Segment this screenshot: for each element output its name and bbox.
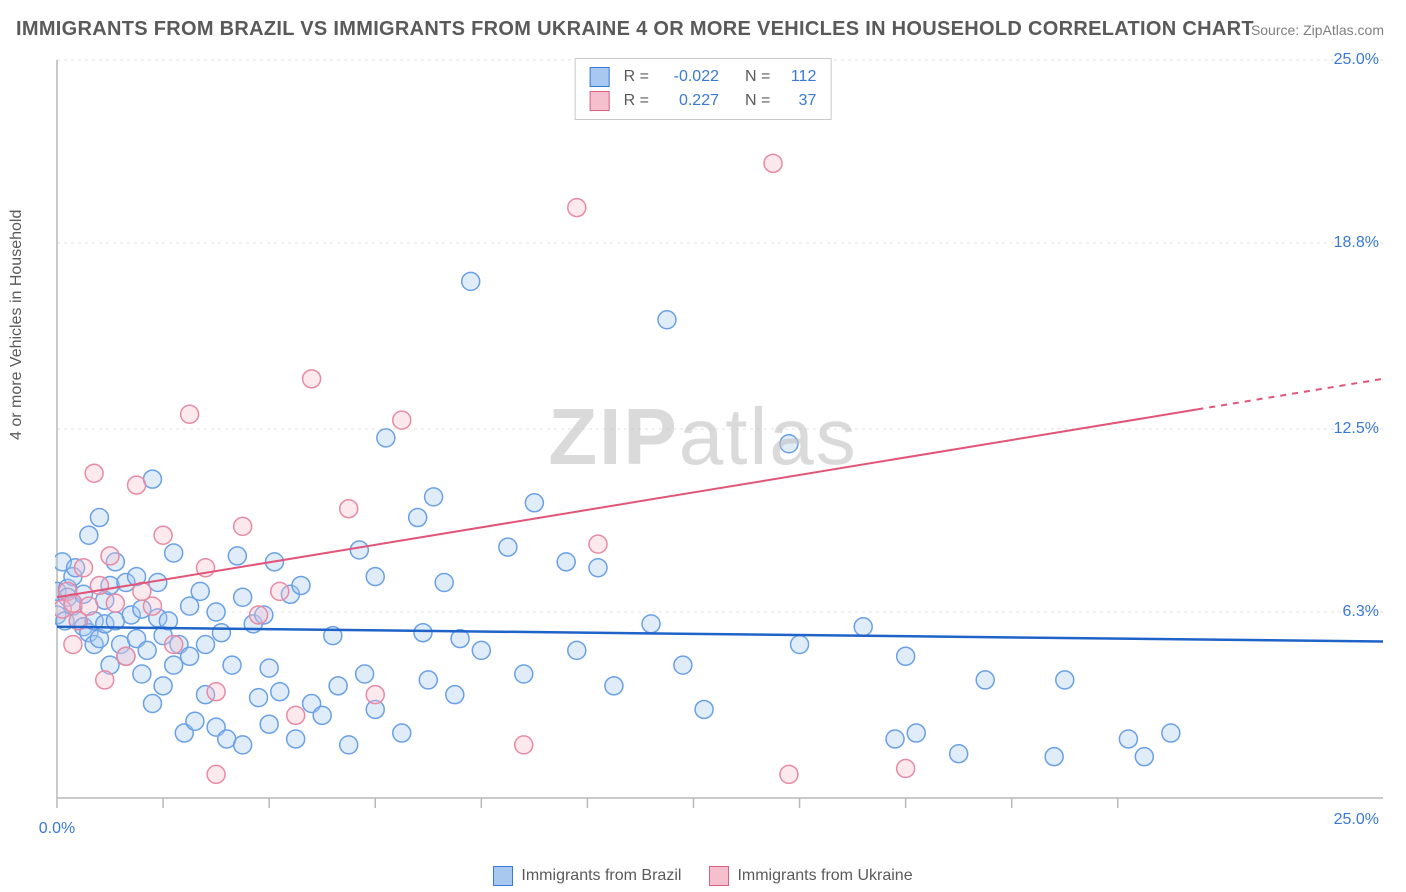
axis-tick-label: 25.0% xyxy=(1334,51,1379,69)
legend-r-label: R = xyxy=(624,89,649,113)
correlation-legend: R =-0.022 N =112 R =0.227 N =37 xyxy=(575,58,832,120)
legend-n-value: 112 xyxy=(776,65,816,89)
legend-series-label: Immigrants from Brazil xyxy=(521,867,681,884)
legend-series-label: Immigrants from Ukraine xyxy=(737,867,912,884)
legend-swatch xyxy=(709,866,729,886)
legend-series-item: Immigrants from Brazil xyxy=(493,866,681,886)
chart-title: IMMIGRANTS FROM BRAZIL VS IMMIGRANTS FRO… xyxy=(16,18,1254,41)
legend-r-value: -0.022 xyxy=(655,65,719,89)
scatter-plot xyxy=(55,58,1385,828)
legend-series-item: Immigrants from Ukraine xyxy=(709,866,912,886)
y-axis-label: 4 or more Vehicles in Household xyxy=(8,210,26,440)
source-attribution: Source: ZipAtlas.com xyxy=(1251,22,1384,38)
legend-n-value: 37 xyxy=(776,89,816,113)
axis-tick-label: 6.3% xyxy=(1343,603,1379,621)
legend-correlation-row: R =-0.022 N =112 xyxy=(590,65,817,89)
legend-r-value: 0.227 xyxy=(655,89,719,113)
legend-n-label: N = xyxy=(745,89,770,113)
legend-correlation-row: R =0.227 N =37 xyxy=(590,89,817,113)
legend-r-label: R = xyxy=(624,65,649,89)
legend-swatch xyxy=(590,91,610,111)
axis-tick-label: 12.5% xyxy=(1334,420,1379,438)
legend-swatch xyxy=(493,866,513,886)
axis-tick-label: 0.0% xyxy=(39,820,75,838)
legend-swatch xyxy=(590,67,610,87)
axis-tick-label: 25.0% xyxy=(1334,811,1379,829)
legend-n-label: N = xyxy=(745,65,770,89)
axis-tick-label: 18.8% xyxy=(1334,234,1379,252)
series-legend: Immigrants from Brazil Immigrants from Uk… xyxy=(0,866,1406,886)
